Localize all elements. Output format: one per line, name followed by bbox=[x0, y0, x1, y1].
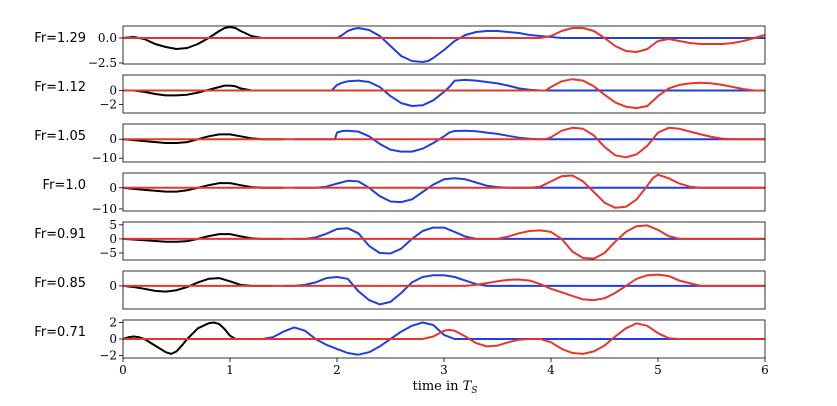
panel-frame bbox=[122, 123, 766, 163]
y-tick-label: 2 bbox=[109, 315, 117, 329]
series-line-red bbox=[123, 273, 765, 302]
y-tick-label: −5 bbox=[99, 246, 117, 260]
panel-frame bbox=[122, 221, 766, 261]
x-tick-label: 0 bbox=[119, 363, 127, 377]
x-tick-label: 2 bbox=[333, 363, 341, 377]
y-tick-label: 0 bbox=[109, 83, 117, 97]
series-line-blue bbox=[294, 129, 765, 153]
x-tick-label: 6 bbox=[761, 363, 769, 377]
y-tick-label: 0 bbox=[109, 279, 117, 293]
x-tick-label: 4 bbox=[547, 363, 555, 377]
panel-label: Fr=0.91 bbox=[34, 227, 86, 242]
series-line-red bbox=[123, 173, 765, 209]
y-tick-label: −2 bbox=[99, 349, 117, 363]
panel-series bbox=[123, 273, 765, 306]
series-line-blue bbox=[294, 226, 765, 255]
panel-label: Fr=1.0 bbox=[43, 178, 86, 193]
panel: 0 Fr=0.85 bbox=[34, 270, 766, 310]
y-tick-label: 0 bbox=[109, 232, 117, 246]
y-tick-label: 0 bbox=[109, 332, 117, 346]
panel: 0 −10 Fr=1.05 bbox=[34, 123, 766, 165]
y-tick-label: −2.5 bbox=[88, 56, 117, 70]
series-line-blue bbox=[294, 78, 765, 107]
panel-series bbox=[123, 173, 765, 209]
panel: 2 0 −2 Fr=0.71 bbox=[34, 315, 766, 363]
panel-frame bbox=[122, 172, 766, 212]
panel-label: Fr=0.85 bbox=[34, 276, 86, 291]
y-tick-label: 0 bbox=[109, 132, 117, 146]
x-tick-label: 3 bbox=[440, 363, 448, 377]
panel-series bbox=[123, 126, 765, 159]
x-tick-label: 1 bbox=[226, 363, 234, 377]
x-axis-label-sub: S bbox=[471, 386, 477, 396]
y-tick-label: 0 bbox=[109, 181, 117, 195]
series-line-black bbox=[123, 26, 284, 50]
panel-series bbox=[123, 224, 765, 260]
series-line-red bbox=[123, 126, 765, 159]
series-line-blue bbox=[294, 177, 765, 204]
series-line-blue bbox=[294, 27, 765, 63]
panel-frame bbox=[122, 74, 766, 114]
panel-label: Fr=0.71 bbox=[34, 325, 86, 340]
series-line-red bbox=[123, 78, 765, 110]
panel-series bbox=[123, 78, 765, 110]
y-tick-label: −10 bbox=[92, 151, 117, 165]
series-line-red bbox=[123, 27, 765, 53]
panel: 0 −10 Fr=1.0 bbox=[43, 172, 766, 216]
panel-series bbox=[123, 26, 765, 63]
y-tick-label: −10 bbox=[92, 202, 117, 216]
panel-series bbox=[123, 321, 765, 356]
panel-frame bbox=[122, 25, 766, 65]
series-line-red bbox=[123, 224, 765, 260]
x-axis-label-math: T bbox=[463, 379, 473, 394]
panel: 50−5 Fr=0.91 bbox=[34, 218, 766, 261]
panel-frame bbox=[122, 270, 766, 310]
series-line-red bbox=[123, 322, 765, 355]
panel-label: Fr=1.12 bbox=[34, 80, 86, 95]
panel: 0−2 Fr=1.12 bbox=[34, 74, 766, 114]
x-axis-label-text: time in bbox=[412, 379, 462, 394]
x-axis: 0 1 2 3 4 5 6 bbox=[119, 358, 769, 377]
x-axis-label: time in TS bbox=[412, 379, 477, 396]
series-line-blue bbox=[251, 321, 765, 356]
x-tick-label: 5 bbox=[654, 363, 662, 377]
panel-label: Fr=1.05 bbox=[34, 129, 86, 144]
chart-panels: 0.0−2.5Fr=1.290−2Fr=1.120−10Fr=1.050−10F… bbox=[34, 25, 766, 363]
series-line-black bbox=[123, 277, 273, 293]
y-tick-label: −2 bbox=[99, 98, 117, 112]
y-tick-label: 0.0 bbox=[98, 31, 117, 45]
panel: 0.0 −2.5Fr=1.29 bbox=[34, 25, 766, 70]
series-line-blue bbox=[283, 274, 765, 306]
panel-label: Fr=1.29 bbox=[34, 31, 86, 46]
y-tick-label: 5 bbox=[109, 218, 117, 232]
